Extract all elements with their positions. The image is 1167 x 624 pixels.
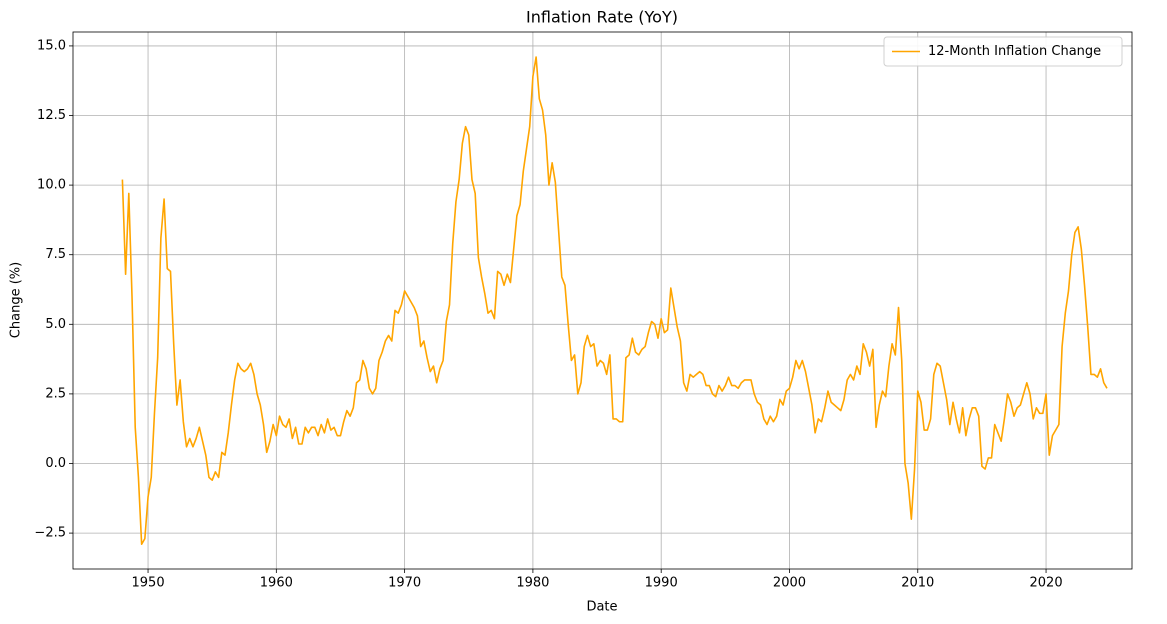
y-axis-label: Change (%) — [9, 262, 24, 338]
y-tick-label: 7.5 — [45, 247, 66, 262]
y-tick-label: 15.0 — [37, 38, 66, 53]
y-tick-label: −2.5 — [34, 526, 66, 541]
x-tick-label: 1950 — [132, 576, 165, 591]
x-axis-label: Date — [586, 600, 617, 615]
plot-frame — [72, 31, 1133, 570]
x-tick-label: 2000 — [773, 576, 806, 591]
y-tick-label: 0.0 — [45, 456, 66, 471]
x-tick-label: 1960 — [260, 576, 293, 591]
x-tick-label: 1990 — [645, 576, 678, 591]
y-tick-label: 5.0 — [45, 317, 66, 332]
y-tick-label: 2.5 — [45, 386, 66, 401]
y-tick-label: 12.5 — [37, 108, 66, 123]
x-tick-label: 1980 — [516, 576, 549, 591]
x-tick-label: 1970 — [388, 576, 421, 591]
y-tick-label: 10.0 — [37, 178, 66, 193]
chart-title: Inflation Rate (YoY) — [526, 8, 678, 27]
x-tick-label: 2010 — [901, 576, 934, 591]
legend-label: 12-Month Inflation Change — [928, 44, 1101, 59]
x-tick-label: 2020 — [1030, 576, 1063, 591]
legend-box — [883, 36, 1123, 67]
data-line — [121, 56, 1108, 546]
